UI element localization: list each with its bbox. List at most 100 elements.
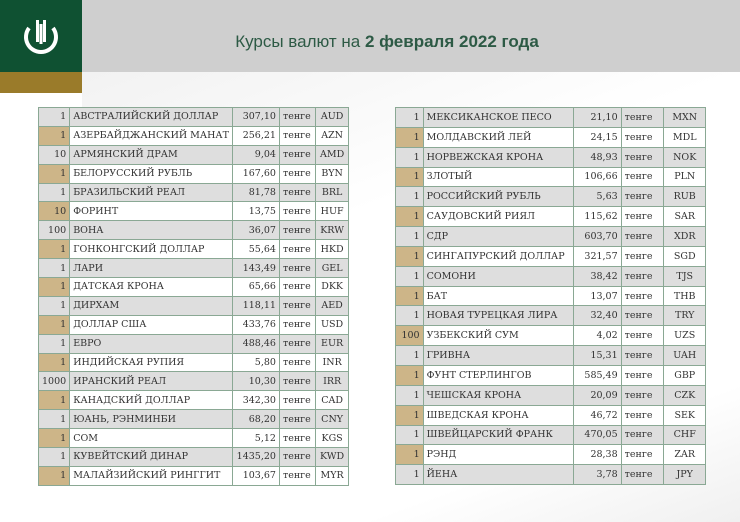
nominal: 1 [37, 390, 71, 411]
nominal: 1 [395, 364, 424, 386]
rate: 13,07 [572, 285, 622, 307]
table-row: 10 АРМЯНСКИЙ ДРАМ 9,04 тенге AMD [37, 144, 349, 165]
rate: 3,78 [572, 464, 622, 486]
rate: 20,09 [572, 384, 622, 406]
table-row: 1 СИНГАПУРСКИЙ ДОЛЛАР 321,57 тенге SGD [395, 245, 706, 267]
table-row: 1 РЭНД 28,38 тенге ZAR [395, 444, 706, 466]
currency-name: БЕЛОРУССКИЙ РУБЛЬ [69, 163, 233, 184]
currency-code: USD [315, 314, 349, 335]
table-row: 1 ЗЛОТЫЙ 106,66 тенге PLN [395, 166, 706, 188]
rates-table-right: 1 МЕКСИКАНСКОЕ ПЕСО 21,10 тенге MXN 1 МОЛДАВСК… [395, 107, 706, 486]
unit: тенге [278, 428, 317, 449]
nominal: 1 [395, 424, 424, 446]
currency-name: ГОНКОНГСКИЙ ДОЛЛАР [69, 239, 233, 260]
nominal: 1 [395, 206, 424, 228]
rate: 36,07 [231, 220, 280, 241]
unit: тенге [278, 447, 317, 467]
nominal: 1 [37, 163, 71, 184]
currency-name: МОЛДАВСКИЙ ЛЕЙ [422, 126, 574, 148]
unit: тенге [278, 314, 317, 335]
unit: тенге [278, 258, 317, 279]
unit: тенге [620, 245, 665, 267]
currency-code: TRY [663, 305, 706, 327]
nominal: 1 [395, 444, 424, 466]
currency-code: GEL [315, 258, 349, 279]
unit: тенге [620, 146, 665, 168]
unit: тенге [278, 409, 317, 430]
currency-name: СИНГАПУРСКИЙ ДОЛЛАР [422, 245, 574, 267]
unit: тенге [620, 404, 665, 426]
table-row: 1 ШВЕДСКАЯ КРОНА 46,72 тенге SEK [395, 404, 706, 426]
currency-name: ЙЕНА [422, 464, 574, 486]
rate: 1435,20 [231, 447, 280, 467]
table-row: 100 УЗБЕКСКИЙ СУМ 4,02 тенге UZS [395, 325, 706, 347]
currency-name: БРАЗИЛЬСКИЙ РЕАЛ [69, 182, 233, 203]
table-row: 1 ЧЕШСКАЯ КРОНА 20,09 тенге CZK [395, 384, 706, 406]
currency-name: МЕКСИКАНСКОЕ ПЕСО [422, 107, 574, 128]
nominal: 1 [395, 285, 424, 307]
rates-table-left: 1 АВСТРАЛИЙСКИЙ ДОЛЛАР 307,10 тенге AUD 1 АЗЕР… [37, 107, 349, 486]
rate: 4,02 [572, 325, 622, 347]
header-band [0, 0, 740, 72]
rate: 24,15 [572, 126, 622, 148]
currency-name: АВСТРАЛИЙСКИЙ ДОЛЛАР [69, 107, 233, 127]
unit: тенге [620, 464, 665, 486]
nominal: 1 [37, 125, 71, 146]
nominal: 1 [395, 345, 424, 366]
currency-code: EUR [315, 333, 349, 354]
unit: тенге [278, 352, 317, 373]
currency-code: THB [663, 285, 706, 307]
currency-code: BRL [315, 182, 349, 203]
nominal: 1 [37, 447, 71, 467]
nominal: 1 [37, 465, 71, 486]
nominal: 10 [37, 144, 71, 165]
table-row: 1 СДР 603,70 тенге XDR [395, 226, 706, 247]
table-row: 10 ФОРИНТ 13,75 тенге HUF [37, 201, 349, 222]
rate: 103,67 [231, 465, 280, 486]
unit: тенге [278, 144, 317, 165]
nominal: 100 [395, 325, 424, 347]
table-row: 1 ФУНТ СТЕРЛИНГОВ 585,49 тенге GBP [395, 364, 706, 386]
nominal: 1 [395, 107, 424, 128]
table-row: 1 АВСТРАЛИЙСКИЙ ДОЛЛАР 307,10 тенге AUD [37, 107, 349, 127]
nominal: 1000 [37, 371, 71, 392]
currency-name: РЭНД [422, 444, 574, 466]
nominal: 1 [395, 305, 424, 327]
rate: 15,31 [572, 345, 622, 366]
nominal: 1 [395, 146, 424, 168]
currency-code: KRW [315, 220, 349, 241]
unit: тенге [620, 226, 665, 247]
nominal: 1 [395, 404, 424, 426]
currency-name: ГРИВНА [422, 345, 574, 366]
unit: тенге [278, 125, 317, 146]
currency-code: ZAR [663, 444, 706, 466]
table-row: 1 БРАЗИЛЬСКИЙ РЕАЛ 81,78 тенге BRL [37, 182, 349, 203]
currency-code: AZN [315, 125, 349, 146]
currency-name: СДР [422, 226, 574, 247]
currency-code: KWD [315, 447, 349, 467]
table-row: 1 КАНАДСКИЙ ДОЛЛАР 342,30 тенге CAD [37, 390, 349, 411]
currency-name: НОРВЕЖСКАЯ КРОНА [422, 146, 574, 168]
table-row: 1 БАТ 13,07 тенге THB [395, 285, 706, 307]
currency-name: КУВЕЙТСКИЙ ДИНАР [69, 447, 233, 467]
rate: 342,30 [231, 390, 280, 411]
currency-code: MYR [315, 465, 349, 486]
unit: тенге [620, 107, 665, 128]
currency-code: SGD [663, 245, 706, 267]
unit: тенге [620, 126, 665, 148]
currency-code: INR [315, 352, 349, 373]
unit: тенге [620, 186, 665, 208]
nominal: 1 [37, 182, 71, 203]
currency-name: ДИРХАМ [69, 295, 233, 316]
nominal: 1 [395, 464, 424, 486]
currency-name: АЗЕРБАЙДЖАНСКИЙ МАНАТ [69, 125, 233, 146]
unit: тенге [278, 182, 317, 203]
currency-code: MDL [663, 126, 706, 148]
unit: тенге [620, 364, 665, 386]
currency-code: UZS [663, 325, 706, 347]
rate: 5,80 [231, 352, 280, 373]
currency-name: УЗБЕКСКИЙ СУМ [422, 325, 574, 347]
table-row: 1 ГОНКОНГСКИЙ ДОЛЛАР 55,64 тенге HKD [37, 239, 349, 260]
unit: тенге [278, 239, 317, 260]
rate: 21,10 [572, 107, 622, 128]
